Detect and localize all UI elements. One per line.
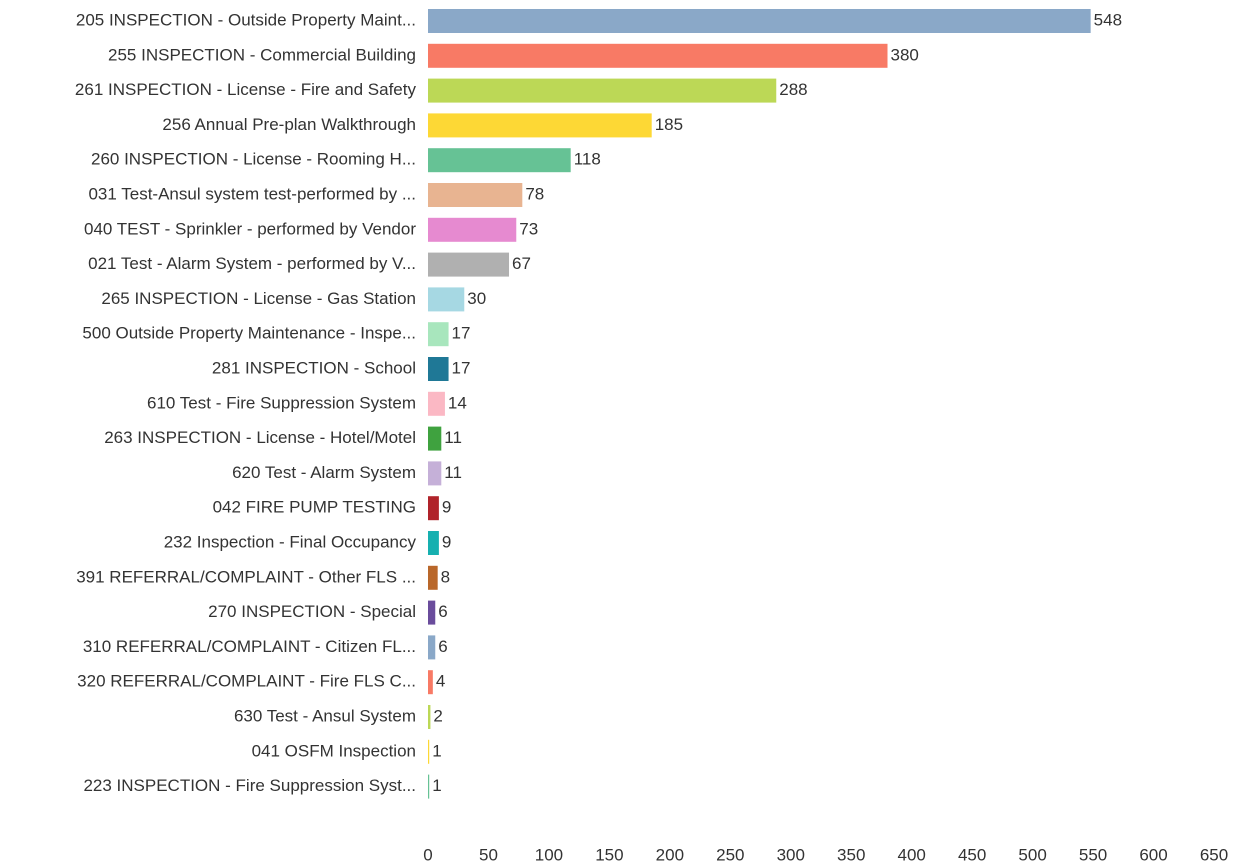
x-tick-label: 100 — [535, 845, 563, 864]
value-label: 9 — [442, 498, 451, 517]
bar — [428, 357, 449, 381]
y-tick-label: 260 INSPECTION - License - Rooming H... — [91, 150, 416, 169]
value-label: 1 — [432, 741, 441, 760]
y-tick-label: 610 Test - Fire Suppression System — [147, 393, 416, 412]
value-label: 8 — [441, 567, 450, 586]
value-label: 548 — [1094, 10, 1122, 29]
y-tick-label: 031 Test-Ansul system test-performed by … — [88, 184, 416, 203]
y-tick-label: 255 INSPECTION - Commercial Building — [108, 45, 416, 64]
y-tick-label: 630 Test - Ansul System — [234, 706, 416, 725]
bar — [428, 252, 510, 277]
x-tick-label: 600 — [1139, 845, 1167, 864]
y-tick-label: 256 Annual Pre-plan Walkthrough — [162, 115, 416, 134]
value-label: 6 — [438, 637, 447, 656]
x-tick-label: 400 — [898, 845, 926, 864]
y-tick-label: 391 REFERRAL/COMPLAINT - Other FLS ... — [76, 567, 416, 586]
bar — [428, 426, 442, 451]
bar — [428, 148, 571, 173]
y-tick-label: 042 FIRE PUMP TESTING — [213, 498, 416, 517]
y-tick-label: 205 INSPECTION - Outside Property Maint.… — [76, 10, 416, 29]
y-tick-label: 270 INSPECTION - Special — [208, 602, 416, 621]
y-tick-label: 320 REFERRAL/COMPLAINT - Fire FLS C... — [77, 672, 416, 691]
y-tick-label: 040 TEST - Sprinkler - performed by Vend… — [84, 219, 416, 238]
y-tick-label: 041 OSFM Inspection — [252, 741, 416, 760]
value-label: 9 — [442, 532, 451, 551]
bar — [428, 217, 517, 242]
value-label: 1 — [432, 776, 441, 795]
bar — [428, 739, 430, 764]
bar — [428, 43, 888, 68]
y-tick-label: 620 Test - Alarm System — [232, 463, 416, 482]
value-label: 17 — [452, 358, 471, 377]
value-label: 73 — [519, 219, 538, 238]
bar — [428, 774, 430, 799]
value-label: 67 — [512, 254, 531, 273]
value-label: 78 — [525, 184, 544, 203]
y-tick-label: 223 INSPECTION - Fire Suppression Syst..… — [83, 776, 416, 795]
x-tick-label: 650 — [1200, 845, 1228, 864]
value-label: 6 — [438, 602, 447, 621]
x-tick-label: 50 — [479, 845, 498, 864]
y-tick-label: 500 Outside Property Maintenance - Inspe… — [82, 324, 416, 343]
value-label: 11 — [444, 463, 462, 482]
bar — [428, 287, 465, 312]
bar — [428, 78, 777, 103]
x-tick-label: 550 — [1079, 845, 1107, 864]
bar — [428, 705, 431, 729]
x-tick-label: 200 — [656, 845, 684, 864]
y-tick-label: 265 INSPECTION - License - Gas Station — [101, 289, 416, 308]
bar — [428, 635, 436, 660]
value-label: 380 — [891, 45, 919, 64]
bar — [428, 183, 523, 207]
value-label: 4 — [436, 672, 445, 691]
bar — [428, 565, 438, 590]
x-tick-label: 450 — [958, 845, 986, 864]
y-tick-label: 263 INSPECTION - License - Hotel/Motel — [104, 428, 416, 447]
bar — [428, 113, 652, 138]
value-label: 288 — [779, 80, 807, 99]
bar — [428, 9, 1091, 33]
y-tick-label: 021 Test - Alarm System - performed by V… — [88, 254, 416, 273]
x-tick-label: 350 — [837, 845, 865, 864]
value-label: 14 — [448, 393, 467, 412]
value-label: 17 — [452, 324, 471, 343]
value-label: 118 — [574, 150, 601, 169]
y-tick-label: 232 Inspection - Final Occupancy — [164, 532, 417, 551]
bar — [428, 600, 436, 625]
bar — [428, 322, 449, 347]
value-label: 30 — [467, 289, 486, 308]
y-tick-label: 281 INSPECTION - School — [212, 358, 416, 377]
value-label: 11 — [444, 428, 462, 447]
x-tick-label: 300 — [777, 845, 805, 864]
y-tick-label: 310 REFERRAL/COMPLAINT - Citizen FL... — [83, 637, 416, 656]
y-tick-label: 261 INSPECTION - License - Fire and Safe… — [75, 80, 417, 99]
bar — [428, 391, 445, 416]
bar — [428, 461, 442, 486]
x-tick-label: 500 — [1018, 845, 1046, 864]
x-tick-label: 0 — [423, 845, 432, 864]
x-tick-label: 150 — [595, 845, 623, 864]
bar — [428, 496, 439, 521]
x-tick-label: 250 — [716, 845, 744, 864]
value-label: 2 — [433, 706, 442, 725]
bar — [428, 670, 433, 695]
bar — [428, 531, 439, 555]
value-label: 185 — [655, 115, 683, 134]
